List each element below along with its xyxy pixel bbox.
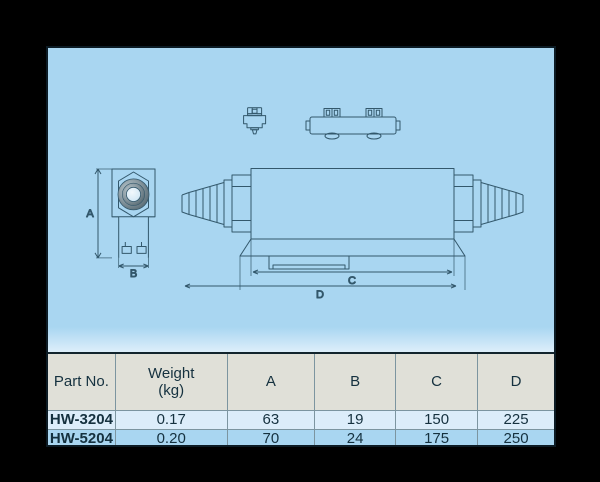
svg-text:C: C [348, 275, 356, 287]
svg-text:D: D [316, 289, 324, 301]
svg-text:B: B [130, 268, 137, 280]
svg-text:A: A [86, 208, 94, 220]
